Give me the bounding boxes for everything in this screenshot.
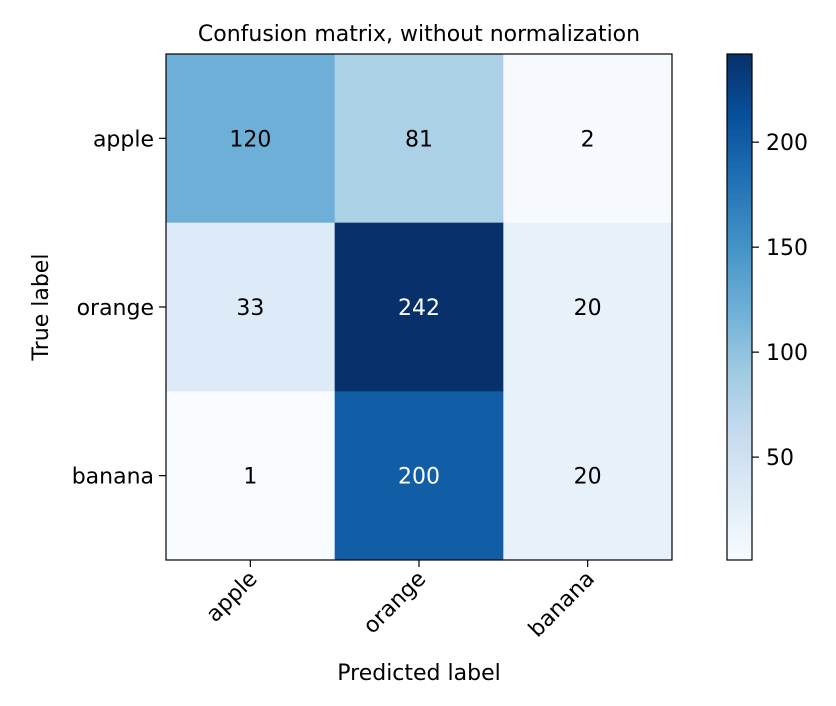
heatmap-cell-labels: 120 81 2 33 242 20 1 200 20 bbox=[229, 127, 601, 489]
colorbar-tick-label: 200 bbox=[766, 131, 808, 156]
y-axis-label: True label bbox=[29, 254, 54, 362]
colorbar-tick-label: 150 bbox=[766, 236, 808, 261]
cell-value-label: 1 bbox=[243, 465, 257, 490]
y-tick-label: apple bbox=[93, 127, 154, 152]
cell-value-label: 81 bbox=[405, 127, 433, 152]
x-axis-ticks: apple orange banana bbox=[202, 560, 600, 642]
colorbar bbox=[727, 54, 752, 560]
heatmap-cell bbox=[166, 391, 336, 561]
y-tick-label: orange bbox=[77, 296, 154, 321]
x-tick-label: apple bbox=[202, 567, 263, 628]
x-tick-label: orange bbox=[359, 567, 431, 639]
cell-value-label: 33 bbox=[236, 296, 264, 321]
heatmap-cell bbox=[334, 391, 504, 561]
cell-value-label: 242 bbox=[398, 296, 440, 321]
heatmap-cell bbox=[334, 222, 504, 392]
colorbar-tick-label: 100 bbox=[766, 341, 808, 366]
heatmap-cell bbox=[166, 222, 336, 392]
colorbar-frame bbox=[726, 53, 753, 561]
cell-value-label: 20 bbox=[574, 296, 602, 321]
heatmap-cell bbox=[166, 54, 336, 224]
colorbar-ticks: 50 100 150 200 bbox=[752, 131, 808, 471]
cell-value-label: 20 bbox=[574, 465, 602, 490]
cell-value-label: 200 bbox=[398, 465, 440, 490]
y-tick-label: banana bbox=[72, 465, 154, 490]
colorbar-tick-label: 50 bbox=[766, 446, 794, 471]
y-axis-ticks: apple orange banana bbox=[72, 127, 166, 490]
heatmap-cell bbox=[334, 54, 504, 224]
x-tick-label: banana bbox=[524, 567, 600, 643]
heatmap-cell bbox=[503, 54, 673, 224]
chart-title: Confusion matrix, without normalization bbox=[198, 22, 640, 47]
cell-value-label: 2 bbox=[581, 127, 595, 152]
x-axis-label: Predicted label bbox=[337, 661, 500, 686]
heatmap-cell bbox=[503, 391, 673, 561]
heatmap-cells bbox=[166, 54, 673, 561]
cell-value-label: 120 bbox=[229, 127, 271, 152]
heatmap-cell bbox=[503, 222, 673, 392]
